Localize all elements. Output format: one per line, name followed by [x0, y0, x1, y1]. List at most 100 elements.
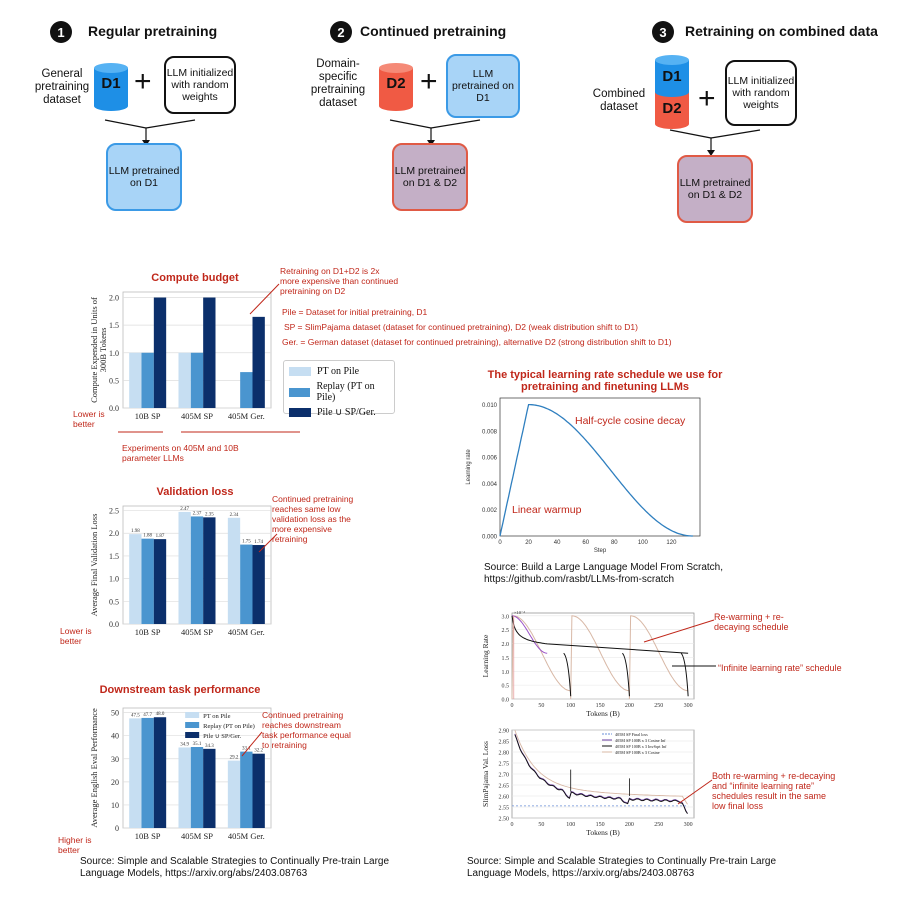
y-tick-label: 0.002	[482, 508, 498, 514]
y-tick-label: 0.5	[109, 376, 119, 385]
source-left: Source: Simple and Scalable Strategies t…	[80, 856, 410, 880]
legend-swatch	[185, 732, 199, 738]
bar	[240, 545, 252, 624]
y-tick-label: 1.0	[109, 575, 119, 584]
x-tick-label: 405M Ger.	[228, 831, 265, 840]
y-tick-label: 50	[111, 709, 119, 718]
step-number: 3	[652, 21, 674, 43]
bar	[240, 752, 252, 828]
merge-arrow	[665, 128, 765, 158]
plus-icon: +	[420, 67, 438, 97]
ann-rewarm: Re-warming + re-decaying schedule	[714, 612, 814, 632]
bar	[191, 353, 203, 408]
bar-value-label: 48.0	[156, 712, 165, 717]
bar	[129, 534, 141, 624]
step-number: 2	[330, 21, 352, 43]
legend-swatch	[185, 722, 199, 728]
bar	[191, 516, 203, 624]
bar-value-label: 2.47	[180, 507, 189, 512]
bar	[203, 517, 215, 624]
x-tick-label: 80	[611, 540, 618, 546]
validation-annotation-line	[255, 530, 285, 560]
source-right: Source: Simple and Scalable Strategies t…	[467, 856, 797, 880]
x-tick-label: 250	[654, 703, 663, 709]
x-tick-label: 300	[684, 822, 693, 828]
x-tick-label: 0	[511, 703, 514, 709]
bar	[129, 353, 141, 408]
step-number: 1	[50, 21, 72, 43]
x-tick-label: 10B SP	[135, 831, 161, 840]
y-tick-label: 2.85	[499, 740, 510, 746]
step-title: Retraining on combined data	[685, 23, 878, 39]
y-tick-label: 0	[115, 824, 119, 833]
exponent-label: ×10⁻⁴	[514, 610, 525, 615]
y-tick-label: 2.0	[109, 529, 119, 538]
x-tick-label: 0	[498, 540, 502, 546]
legend-item: PT on Pile	[289, 366, 394, 377]
x-axis-label: Step	[594, 548, 607, 554]
y-tick-label: 2.60	[499, 795, 510, 801]
legend-swatch	[289, 408, 311, 417]
y-axis-label: Learning rate	[466, 449, 472, 485]
downstream-side-note: Higher is better	[58, 835, 98, 855]
model-box: LLM initialized with random weights	[725, 60, 797, 126]
bar	[142, 718, 154, 828]
lr-source: Source: Build a Large Language Model Fro…	[484, 562, 754, 586]
y-tick-label: 20	[111, 778, 119, 787]
downstream-annotation-line	[238, 730, 268, 760]
dataset-label: Domain-specific pretraining dataset	[300, 58, 376, 110]
y-tick-label: 0.010	[482, 403, 498, 409]
legend-item: Pile ∪ SP/Ger.	[289, 407, 394, 418]
y-axis-label: SlimPajama Val. Loss	[481, 741, 490, 807]
y-tick-label: 0.008	[482, 429, 498, 435]
y-tick-label: 0.006	[482, 456, 498, 462]
x-tick-label: 405M Ger.	[228, 627, 265, 637]
legend-label: 405M SP 100B x 3 Cosine	[615, 750, 660, 755]
legend-swatch	[289, 388, 310, 397]
bar	[179, 512, 191, 624]
result-box: LLM pretrained on D1	[106, 143, 182, 211]
x-tick-label: 100	[638, 540, 649, 546]
bar-value-label: 34.9	[180, 742, 189, 747]
bar	[142, 539, 154, 624]
y-tick-label: 1.5	[109, 552, 119, 561]
bar	[179, 353, 191, 408]
legend-label: PT on Pile	[203, 713, 230, 720]
y-tick-label: 2.70	[499, 773, 510, 779]
x-tick-label: 405M SP	[181, 831, 213, 840]
y-tick-label: 2.0	[109, 294, 119, 303]
bar-value-label: 1.87	[156, 534, 165, 539]
y-tick-label: 0.5	[502, 684, 510, 690]
validation-chart: 0.0 0.5 1.0 1.5 2.0 2.5 10B SP 1.981.88 1.87 405M…	[75, 498, 275, 640]
legend-label: Replay (PT on Pile)	[316, 381, 394, 403]
x-tick-label: 300	[684, 703, 693, 709]
ann-rewarm-line	[640, 618, 720, 648]
x-tick-label: 100	[566, 822, 575, 828]
bar	[240, 372, 252, 408]
legend-label: 405M SP Final loss	[615, 732, 648, 737]
bar	[154, 717, 166, 828]
result-box: LLM pretrained on D1 & D2	[677, 155, 753, 223]
legend-label: Pile ∪ SP/Ger.	[203, 733, 242, 740]
bar	[228, 761, 240, 828]
x-tick-label: 250	[654, 822, 663, 828]
bar	[253, 754, 265, 828]
validation-annotation: Continued pretraining reaches same low v…	[272, 494, 362, 544]
bar	[154, 539, 166, 624]
model-box: LLM initialized with random weights	[164, 56, 236, 114]
y-tick-label: 1.0	[109, 349, 119, 358]
dataset-label: General pretraining dataset	[34, 68, 90, 107]
bar-value-label: 1.98	[131, 529, 140, 534]
bar	[142, 353, 154, 408]
bar-value-label: 2.34	[230, 513, 239, 518]
y-tick-label: 0.0	[109, 620, 119, 629]
y-tick-label: 0.5	[109, 597, 119, 606]
bar	[179, 747, 191, 828]
validation-side-note: Lower is better	[60, 626, 100, 646]
bar-value-label: 34.3	[205, 744, 214, 749]
compute-legend: PT on Pile Replay (PT on Pile) Pile ∪ SP…	[283, 360, 395, 414]
y-tick-label: 40	[111, 732, 119, 741]
x-axis-label: Tokens (B)	[586, 709, 620, 718]
bar-value-label: 47.7	[143, 713, 152, 718]
legend-label: 405M SP 100B x 3 Cosine Inf	[615, 738, 666, 743]
